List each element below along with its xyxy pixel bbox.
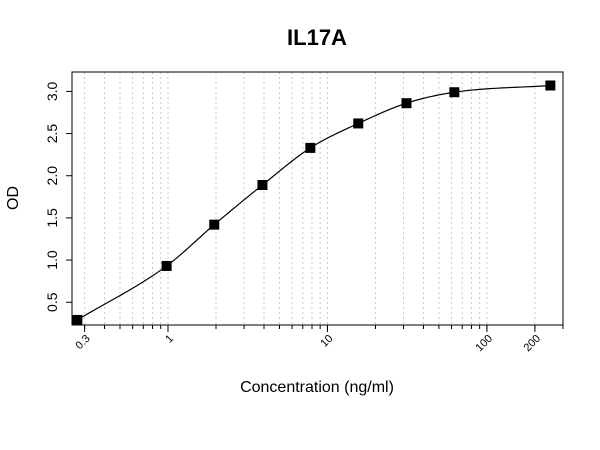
data-point: [401, 98, 412, 109]
chart-title: IL17A: [287, 25, 347, 50]
x-tick-label: 100: [474, 333, 495, 354]
axis-ticks: 0.5 1.0 1.5 2.0 2.5 3.0 0.3 1 10 100 200: [44, 81, 564, 354]
x-axis-label: Concentration (ng/ml): [240, 379, 394, 396]
data-point: [161, 260, 172, 271]
y-tick-label: 1.5: [44, 208, 60, 228]
plot-frame: [71, 71, 564, 326]
x-tick-label: 1: [163, 333, 176, 346]
y-tick-label: 0.5: [44, 292, 60, 312]
y-tick-label: 3.0: [44, 81, 60, 101]
data-point: [353, 118, 364, 129]
x-tick-label: 200: [522, 333, 543, 354]
data-point: [257, 180, 268, 191]
y-tick-label: 2.0: [44, 166, 60, 186]
y-tick-label: 1.0: [44, 250, 60, 270]
y-axis-label: OD: [5, 186, 22, 210]
vertical-grid: [84, 72, 564, 325]
data-point: [72, 314, 83, 325]
data-points: [72, 80, 556, 325]
x-tick-label: 0.3: [73, 333, 92, 352]
data-point: [305, 142, 316, 153]
data-point: [209, 219, 220, 230]
data-point: [545, 80, 556, 91]
data-point: [449, 87, 460, 98]
y-tick-label: 2.5: [44, 124, 60, 144]
x-tick-label: 10: [318, 333, 335, 350]
